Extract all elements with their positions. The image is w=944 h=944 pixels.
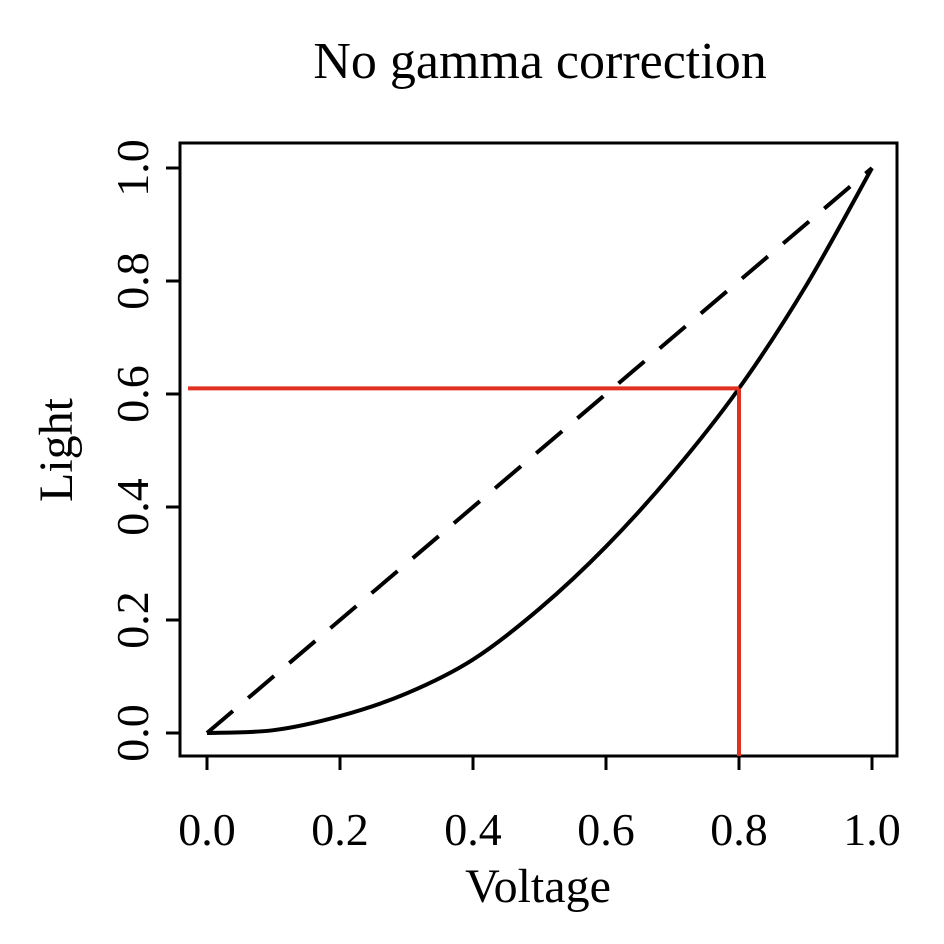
x-tick-label-1: 0.2 xyxy=(311,804,369,855)
x-tick-label-4: 0.8 xyxy=(710,804,768,855)
linear-reference-line xyxy=(205,166,874,735)
plot-frame xyxy=(178,141,899,758)
x-tick-label-0: 0.0 xyxy=(178,804,236,855)
x-tick-label-2: 0.4 xyxy=(444,804,502,855)
y-tick-label-0: 0.0 xyxy=(107,704,158,762)
y-tick-label-5: 1.0 xyxy=(107,139,158,197)
y-tick-label-2: 0.4 xyxy=(107,478,158,536)
x-axis-label: Voltage xyxy=(465,860,611,913)
plot-area: 0.0 0.2 0.4 0.6 0.8 1.0 0.0 0.2 0.4 0.6 0.8 1.0 xyxy=(107,139,901,855)
y-tick-label-1: 0.2 xyxy=(107,591,158,649)
y-tick-label-3: 0.6 xyxy=(107,365,158,423)
chart-title: No gamma correction xyxy=(313,33,766,90)
x-tick-label-3: 0.6 xyxy=(577,804,635,855)
x-tick-label-5: 1.0 xyxy=(843,804,901,855)
gamma-curve-line xyxy=(206,167,874,735)
y-axis-label: Light xyxy=(30,397,83,502)
y-tick-label-4: 0.8 xyxy=(107,252,158,310)
